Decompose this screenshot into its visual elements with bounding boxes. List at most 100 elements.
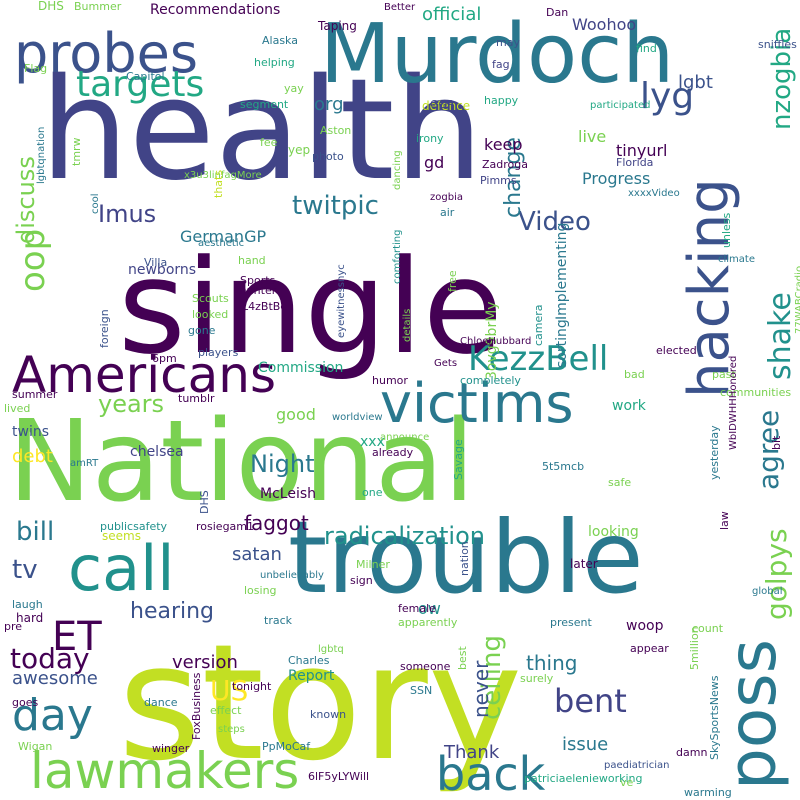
- word-single-3: single: [118, 231, 503, 383]
- word-sign-162: sign: [350, 574, 373, 587]
- word-paediatrician-193: paediatrician: [604, 760, 669, 771]
- word-5t5mcb-152: 5t5mcb: [542, 460, 584, 473]
- word-track-169: track: [264, 614, 293, 627]
- word-seems-158: seems: [102, 529, 141, 543]
- word-issue-45: issue: [562, 734, 608, 755]
- word-ceiling-35: ceiling: [477, 635, 507, 720]
- word-apparently-171: apparently: [398, 616, 458, 629]
- word-tv-32: tv: [12, 555, 38, 585]
- word-progress-57: Progress: [582, 169, 650, 188]
- word-savage-148: Savage: [452, 439, 465, 480]
- word-present-173: present: [550, 616, 593, 629]
- word-day-15: day: [12, 690, 93, 741]
- word-keep-54: keep: [484, 135, 523, 154]
- word-dhs-85: DHS: [38, 0, 64, 13]
- word-work-63: work: [612, 398, 647, 414]
- word-today-33: today: [10, 642, 90, 675]
- word-change-27: change: [501, 137, 526, 218]
- word-irony-95: irony: [416, 132, 444, 145]
- word-golpys-23: golpys: [760, 528, 793, 620]
- word-lgbtqnation-105: lgbtqnation: [36, 127, 47, 184]
- word-national-0: National: [8, 397, 475, 527]
- word-laugh-164: laugh: [12, 598, 43, 611]
- word-official-50: official: [422, 4, 481, 25]
- word-ppmocaf-189: PpMoCaf: [262, 740, 311, 753]
- word-report-73: Report: [288, 668, 335, 684]
- word-yep-75: yep: [288, 143, 310, 157]
- word-commission-64: Commission: [258, 360, 343, 376]
- word-dancing-108: dancing: [392, 150, 403, 190]
- word-tmrw-103: tmrw: [70, 137, 83, 166]
- word-lawmakers-8: lawmakers: [30, 742, 299, 800]
- word-steps-184: steps: [218, 724, 245, 735]
- word-shake-20: shake: [763, 292, 798, 380]
- word-agree-22: agree: [752, 410, 785, 490]
- word-hacking-6: hacking: [677, 178, 742, 398]
- word-publicsafety-156: publicsafety: [100, 520, 168, 533]
- word-lgbt-52: lgbt: [678, 72, 713, 93]
- word-bummer-86: Bummer: [74, 0, 122, 13]
- word-announce-145: announce: [380, 432, 429, 443]
- word-details-128: details: [402, 309, 413, 342]
- word-looking-70: looking: [588, 524, 639, 540]
- word-sniffles-92: sniffles: [758, 38, 797, 51]
- word-may-89: may: [496, 36, 520, 49]
- word-night-37: Night: [250, 450, 314, 478]
- word-law-154: law: [718, 511, 731, 530]
- word-good-48: good: [276, 405, 316, 424]
- word-alaska-79: Alaska: [262, 34, 298, 47]
- word-participated-96: participated: [590, 100, 650, 111]
- word-humor-138: humor: [372, 374, 408, 387]
- word-implementing-59: Implementing: [554, 223, 570, 320]
- word-segment-82: segment: [240, 98, 289, 111]
- word-us-34: US: [210, 674, 248, 707]
- word-germangp-58: GermanGP: [180, 227, 266, 246]
- word-winger-188: winger: [152, 742, 190, 755]
- word-bad-135: bad: [624, 368, 645, 381]
- word-cool-104: cool: [90, 193, 101, 214]
- word-villa-117: Villa: [144, 256, 167, 269]
- word-florida-102: Florida: [616, 156, 653, 169]
- word-gd-55: gd: [424, 153, 444, 172]
- word-happy-93: happy: [484, 94, 519, 107]
- word-climate-130: climate: [718, 254, 755, 265]
- word-ssn-179: SSN: [410, 684, 432, 697]
- word-3ovg9brmy-61: 3ovg9brMy: [484, 301, 500, 380]
- word-call-10: call: [68, 532, 175, 605]
- word-et-16: ET: [52, 614, 102, 660]
- word-twitpic-25: twitpic: [292, 191, 379, 221]
- word-unless-110: unless: [720, 213, 733, 248]
- word-oop-29: oop: [13, 229, 53, 292]
- word-charles-175: Charles: [288, 654, 330, 667]
- word-air-112: air: [440, 206, 455, 219]
- word-already-146: already: [372, 446, 414, 459]
- word-fee-98: fee: [260, 136, 278, 149]
- word-later-71: later: [570, 557, 598, 571]
- word-discuss-28: discuss: [12, 156, 40, 244]
- word-debt-47: debt: [12, 446, 53, 467]
- word-twins-68: twins: [12, 424, 49, 440]
- word-foxbusiness-180: FoxBusiness: [190, 672, 203, 740]
- word-flag-84: Flag: [24, 62, 47, 75]
- word-yay-83: yay: [284, 82, 304, 95]
- word-hard-74: hard: [16, 611, 43, 625]
- word-dance-182: dance: [144, 696, 178, 709]
- word-lived-149: lived: [4, 402, 30, 415]
- word-lgbtq-174: lgbtq: [318, 644, 344, 655]
- word-health-2: health: [40, 49, 483, 212]
- word-lyg-19: lyg: [640, 76, 694, 117]
- word-foreign-125: foreign: [98, 309, 111, 348]
- word-woop-72: woop: [626, 618, 664, 634]
- word-munter-119: munter: [236, 284, 277, 297]
- word-gets-134: Gets: [434, 358, 457, 369]
- word-never-42: never: [469, 660, 493, 718]
- word-nzogbia-21: nzogbia: [767, 28, 797, 130]
- word-org-49: org: [314, 94, 344, 115]
- word-someone-176: someone: [400, 660, 451, 673]
- word-ow-69: ow: [418, 599, 441, 618]
- word-damn-194: damn: [676, 746, 707, 759]
- word-global-167: global: [752, 586, 783, 597]
- word-woohoo-51: Woohoo: [572, 15, 636, 34]
- word-recommendations-77: Recommendations: [150, 2, 280, 18]
- word-americans-9: Americans: [12, 346, 276, 404]
